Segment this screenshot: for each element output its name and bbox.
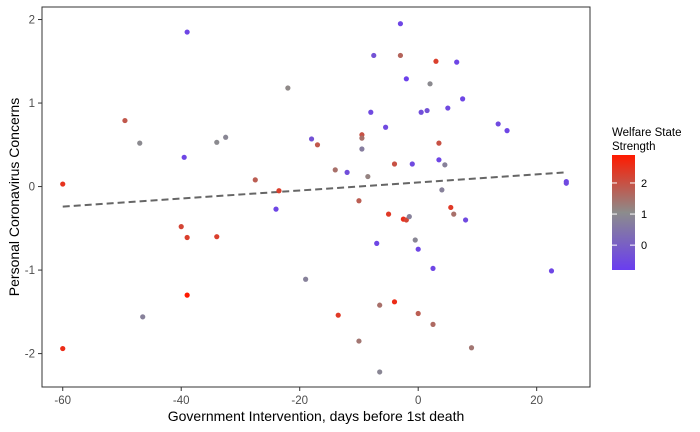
data-point xyxy=(406,214,412,220)
data-point xyxy=(415,310,421,317)
data-point xyxy=(397,21,404,27)
data-point xyxy=(356,198,362,204)
data-point xyxy=(368,109,374,115)
legend-tick-label: 2 xyxy=(641,178,647,190)
data-point xyxy=(365,173,371,180)
data-point xyxy=(430,265,436,272)
data-point xyxy=(403,76,409,82)
data-point xyxy=(60,181,66,187)
data-point xyxy=(462,217,469,223)
data-point xyxy=(442,162,448,168)
data-point xyxy=(184,234,190,241)
data-point xyxy=(433,58,439,64)
data-point xyxy=(460,96,466,102)
x-tick-label: -40 xyxy=(173,395,190,407)
plot-panel xyxy=(41,6,591,388)
data-point xyxy=(383,124,389,130)
data-point xyxy=(371,52,377,59)
data-point xyxy=(548,268,555,274)
data-point xyxy=(412,237,418,243)
legend-tick-label: 0 xyxy=(641,240,647,252)
x-axis: -60 -40 -20 0 20 xyxy=(54,387,543,407)
y-tick-label: 1 xyxy=(29,98,35,110)
color-legend: Welfare State Strength 2 1 0 xyxy=(612,127,681,270)
data-point xyxy=(430,321,436,327)
data-point xyxy=(137,140,143,146)
y-axis-title: Personal Coronavirus Concerns xyxy=(6,98,22,296)
y-tick-label: 0 xyxy=(29,182,35,194)
legend-ticks: 2 1 0 xyxy=(612,178,647,252)
legend-title-line-2: Strength xyxy=(612,141,655,153)
data-point xyxy=(308,136,315,142)
data-point xyxy=(276,188,282,194)
data-point xyxy=(314,142,321,148)
data-point xyxy=(397,52,404,59)
data-point xyxy=(344,169,350,175)
data-point xyxy=(60,345,66,352)
data-point xyxy=(335,312,341,318)
x-tick-label: -20 xyxy=(291,395,308,407)
data-point xyxy=(184,29,190,35)
x-tick-label: 0 xyxy=(415,395,421,407)
data-point xyxy=(184,292,190,298)
y-tick-label: -2 xyxy=(25,349,35,361)
data-point xyxy=(391,161,398,167)
legend-tick-label: 1 xyxy=(641,209,647,221)
x-tick-label: -60 xyxy=(54,395,71,407)
data-point xyxy=(178,224,184,230)
data-point xyxy=(409,161,415,167)
data-point xyxy=(122,117,128,124)
data-point xyxy=(359,135,365,141)
data-point xyxy=(454,59,460,65)
points-layer xyxy=(60,21,569,375)
data-point xyxy=(563,180,569,186)
data-point xyxy=(140,314,146,320)
data-point xyxy=(436,157,442,163)
data-point xyxy=(223,134,229,140)
data-point xyxy=(285,85,291,91)
data-point xyxy=(356,338,362,344)
data-point xyxy=(436,140,442,146)
data-point xyxy=(332,167,338,173)
data-point xyxy=(181,154,187,160)
legend-title-line-1: Welfare State xyxy=(612,127,681,139)
y-tick-label: 2 xyxy=(29,15,35,27)
data-point xyxy=(418,109,424,115)
trend-line xyxy=(62,171,567,208)
trend-line-layer xyxy=(62,171,567,208)
data-point xyxy=(374,240,380,246)
data-point xyxy=(415,246,421,252)
data-point xyxy=(273,206,279,212)
data-point xyxy=(303,276,309,282)
data-point xyxy=(377,302,383,308)
y-axis: -2 -1 0 1 2 xyxy=(25,15,42,361)
y-tick-label: -1 xyxy=(25,265,35,277)
legend-colorbar xyxy=(612,155,635,270)
data-point xyxy=(252,177,258,183)
data-point xyxy=(445,105,451,111)
data-point xyxy=(385,211,392,217)
data-point xyxy=(359,146,365,152)
data-point xyxy=(495,121,501,127)
data-point xyxy=(403,217,409,223)
data-point xyxy=(391,299,398,305)
data-point xyxy=(214,139,220,145)
x-axis-title: Government Intervention, days before 1st… xyxy=(168,408,465,424)
data-point xyxy=(427,81,433,87)
data-point xyxy=(504,128,510,134)
data-point xyxy=(377,369,383,375)
data-point xyxy=(424,107,430,114)
data-point xyxy=(214,234,220,240)
data-point xyxy=(451,211,457,217)
x-tick-label: 20 xyxy=(530,395,543,407)
data-point xyxy=(439,187,445,193)
data-point xyxy=(468,345,475,351)
data-point xyxy=(448,204,454,211)
